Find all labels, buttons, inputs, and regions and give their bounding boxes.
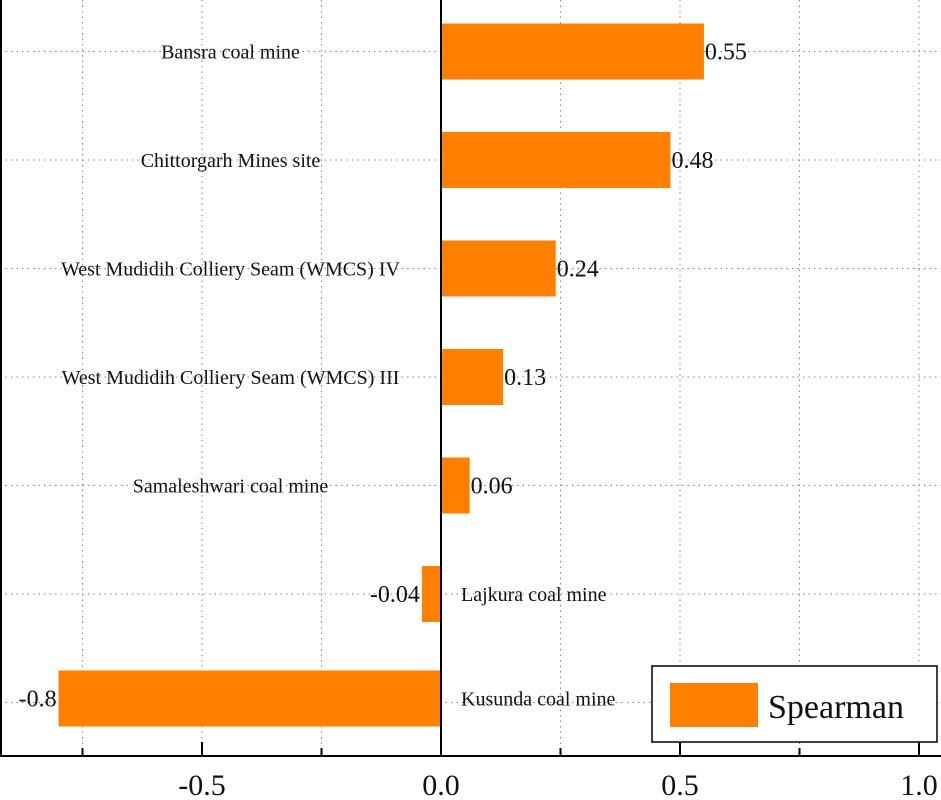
value-label: 0.55: [705, 40, 747, 66]
category-label: Lajkura coal mine: [461, 584, 607, 606]
legend-swatch: [670, 683, 758, 727]
bars-layer: [58, 23, 704, 727]
bar: [421, 566, 441, 622]
value-label: 0.13: [504, 365, 546, 391]
x-tick-label: 0.5: [661, 769, 699, 800]
x-tick-label: -0.5: [178, 769, 226, 800]
category-label: Bansra coal mine: [161, 42, 300, 64]
bar: [441, 132, 671, 188]
category-label: Chittorgarh Mines site: [141, 150, 321, 172]
value-label: 0.24: [557, 257, 599, 283]
x-ticks: -0.5 0.0 0.5 1.0: [81, 742, 938, 800]
category-label: Kusunda coal mine: [461, 689, 616, 711]
value-label: -0.04: [370, 582, 420, 608]
legend: Spearman: [651, 665, 938, 743]
x-tick-label: 1.0: [900, 769, 938, 800]
bar: [441, 457, 470, 514]
value-label: -0.8: [19, 687, 57, 713]
category-label: West Mudidih Colliery Seam (WMCS) III: [62, 367, 400, 389]
labels-layer: 0.55 Bansra coal mine 0.48 Chittorgarh Mine…: [19, 40, 747, 713]
value-label: 0.48: [671, 148, 713, 174]
legend-label: Spearman: [768, 689, 904, 726]
bar: [58, 670, 441, 727]
bar: [441, 240, 556, 297]
bar: [441, 23, 704, 80]
value-label: 0.06: [471, 474, 513, 500]
x-tick-label: 0.0: [422, 769, 460, 800]
bar: [441, 349, 504, 405]
axis-layer: [0, 0, 941, 757]
category-label: Samaleshwari coal mine: [133, 476, 329, 498]
category-label: West Mudidih Colliery Seam (WMCS) IV: [61, 259, 400, 281]
